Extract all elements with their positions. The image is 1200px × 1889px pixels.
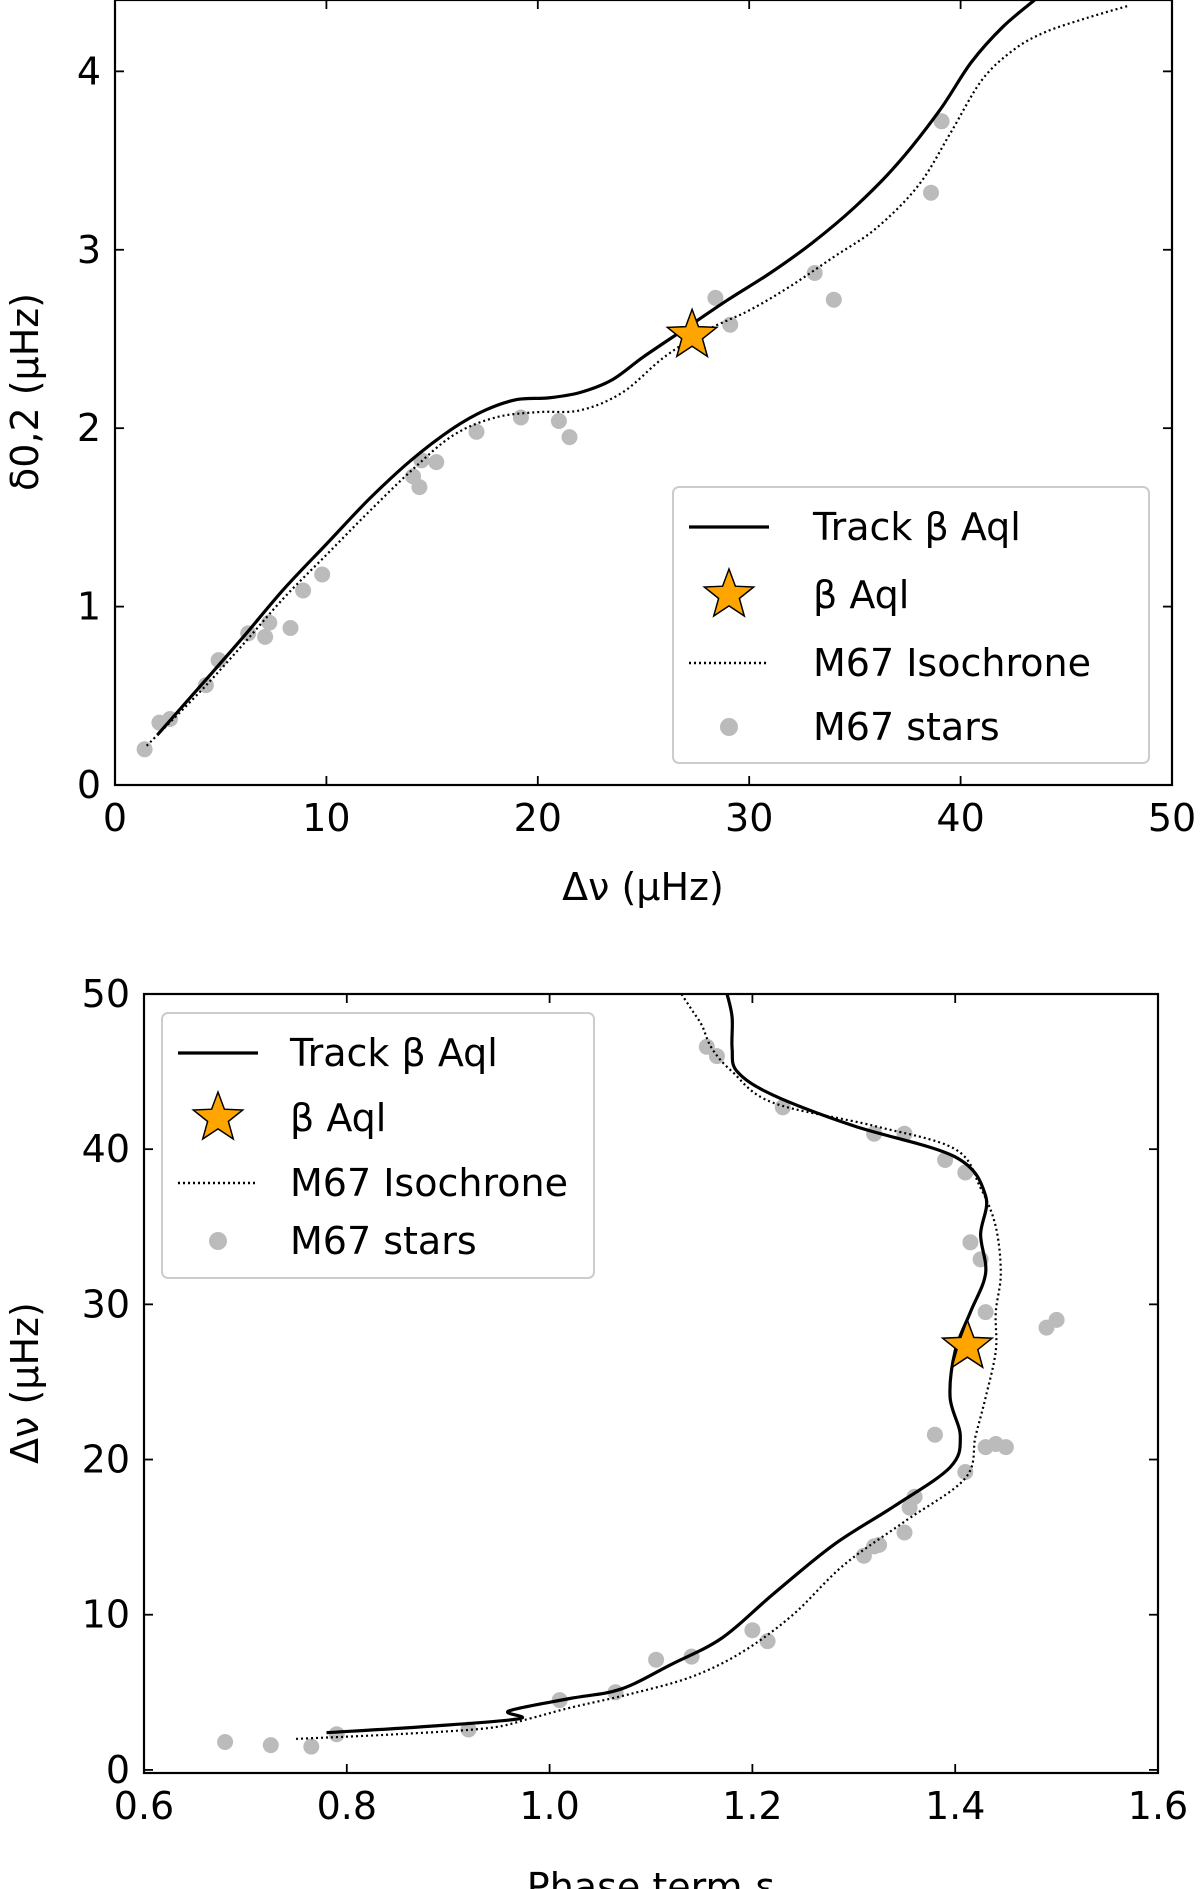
top-xtick-label: 50 [1148,796,1196,840]
bottom-m67-star-point [698,1038,715,1055]
top-ytick-label: 4 [77,49,101,93]
bottom-m67-star-point [460,1721,477,1738]
top-plot-frame [113,0,1174,787]
top-ytick-label: 2 [77,406,101,450]
top-m67-star-point [550,413,567,429]
top-m67-star-point [411,479,428,496]
top-m67-star-point [933,113,950,130]
top-m67-star-point [257,628,274,645]
bottom-xtick-label: 1.2 [722,1784,782,1828]
bottom-xtick-label: 0.8 [317,1784,377,1828]
top-m67-star-point [512,409,529,426]
top-legend-track-label: Track β Aql [812,505,1021,549]
top-xtick-label: 10 [302,796,350,840]
bottom-m67-star-point [997,1439,1014,1456]
top-xtick-label: 40 [936,796,984,840]
top-m67-star-point [261,614,278,631]
bottom-m67-star-point [855,1547,872,1564]
bottom-chart: 0.6 0.8 1.0 1.2 1.4 1.6 0 10 20 30 40 50 Phase term… [3,972,1188,1889]
bottom-m67-star-point [759,1633,776,1650]
top-xlabel: Δν (μHz) [562,865,724,909]
top-ytick-label: 3 [77,228,101,272]
bottom-m67-star-point [1048,1311,1065,1328]
top-m67-star-point [314,566,331,583]
bottom-xtick-label: 1.0 [519,1784,579,1828]
bottom-m67-star-point [957,1464,974,1480]
bottom-legend-iso-label: M67 Isochrone [290,1161,568,1205]
top-xtick-label: 20 [514,796,562,840]
bottom-ytick-label: 30 [82,1282,130,1326]
bottom-legend-star-swatch [191,1089,245,1141]
top-legend-point-label: M67 stars [813,705,1000,749]
top-m67-star-point [561,429,578,446]
bottom-ytick-label: 20 [82,1438,130,1482]
bottom-m67-star-point [977,1304,994,1321]
bottom-legend-point-label: M67 stars [290,1219,477,1263]
top-legend-star-swatch [702,566,756,618]
bottom-legend: Track β Aql β Aql M67 Isochrone M67 star… [161,1012,595,1279]
bottom-ytick-label: 40 [82,1127,130,1171]
top-beta-aql-star [665,307,719,359]
top-m67-star-point [136,741,153,758]
bottom-m67-star-point [962,1234,979,1251]
bottom-m67-star-point [926,1426,943,1443]
bottom-xlabel: Phase term ε [527,1865,775,1889]
bottom-ytick-label: 0 [106,1748,130,1792]
top-isochrone-line [145,4,1131,747]
bottom-m67-star-point [774,1099,791,1116]
bottom-xtick-label: 1.4 [925,1784,985,1828]
bottom-m67-star-point [303,1738,320,1755]
bottom-m67-star-point [262,1737,279,1754]
top-m67-star-point [923,184,939,201]
top-legend-frame [672,486,1150,764]
top-m67-star-point [210,652,227,669]
top-ytick-label: 1 [77,585,101,629]
bottom-legend-point-swatch [209,1232,227,1250]
top-m67-star-point [806,265,823,281]
top-legend-point-swatch [720,718,738,736]
bottom-m67-star-point [937,1152,954,1168]
top-m67-star-point [707,289,724,306]
bottom-legend-frame [161,1012,595,1279]
top-m67-star-point [282,620,299,636]
bottom-legend-star-label: β Aql [290,1096,386,1140]
top-chart: 0 10 20 30 40 50 0 1 2 3 4 Δν (μHz) δ0,2 (μHz) Tra… [3,0,1196,909]
bottom-isochrone-line [296,994,1002,1740]
top-track-line [156,0,1036,737]
top-m67-star-point [295,582,312,599]
bottom-legend-track-label: Track β Aql [289,1031,498,1075]
top-xtick-label: 30 [725,796,773,840]
bottom-ytick-label: 10 [82,1593,130,1637]
bottom-track-line [326,994,989,1735]
bottom-m67-star-point [217,1734,234,1750]
bottom-m67-star-point [896,1524,913,1541]
top-legend-iso-label: M67 Isochrone [813,641,1091,685]
bottom-plot-frame [142,992,1160,1775]
top-xtick-label: 0 [103,796,127,840]
bottom-m67-star-point [871,1536,888,1553]
top-ylabel: δ0,2 (μHz) [3,293,47,491]
bottom-xtick-label: 0.6 [114,1784,174,1828]
top-ytick-label: 0 [77,763,101,807]
top-m67-star-point [468,423,485,440]
bottom-m67-star-point [648,1651,665,1668]
bottom-ytick-label: 50 [82,972,130,1016]
bottom-ylabel: Δν (μHz) [3,1302,47,1464]
bottom-xtick-label: 1.6 [1128,1784,1188,1828]
bottom-beta-aql-star [940,1318,995,1370]
bottom-m67-star-point [906,1488,923,1505]
bottom-m67-star-point [744,1622,761,1639]
top-m67-star-point [825,291,842,308]
bottom-m67-star-point [328,1726,345,1743]
top-m67-star-point [428,454,445,471]
top-legend-star-label: β Aql [813,573,909,617]
top-legend: Track β Aql β Aql M67 Isochrone M67 star… [672,486,1150,764]
